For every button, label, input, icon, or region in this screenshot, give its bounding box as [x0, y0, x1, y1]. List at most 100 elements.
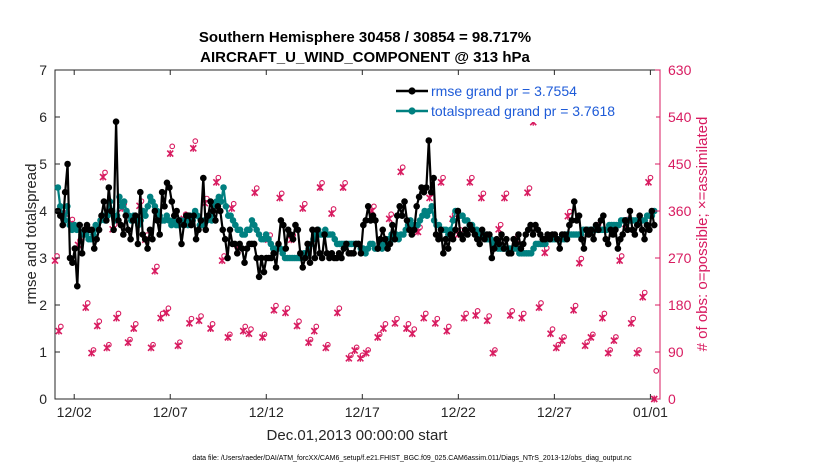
obs-assimilated-marker	[151, 267, 159, 275]
rmse-point	[646, 226, 653, 234]
obs-assimilated-marker	[304, 339, 313, 347]
rmse-point	[350, 250, 357, 257]
obs-assimilated-marker	[437, 178, 445, 186]
y2-tick-label: 90	[668, 344, 684, 360]
rmse-point	[512, 240, 520, 248]
obs-assimilated-marker	[333, 309, 341, 317]
rmse-point	[423, 184, 430, 191]
rmse-point	[563, 235, 571, 243]
rmse-point	[127, 235, 134, 243]
obs-assimilated-marker	[316, 183, 324, 192]
rmse-point	[149, 235, 156, 243]
obs-assimilated-marker	[212, 178, 220, 186]
rmse-point	[553, 235, 561, 243]
rmse-point	[221, 235, 229, 243]
obs-possible-marker	[192, 138, 199, 144]
rmse-point	[500, 245, 508, 252]
rmse-point	[202, 226, 210, 234]
obs-assimilated-marker	[345, 354, 353, 362]
obs-assimilated-marker	[385, 215, 393, 223]
rmse-point	[413, 203, 420, 210]
rmse-point	[226, 226, 234, 234]
obs-assimilated-marker	[541, 249, 549, 257]
rmse-point	[580, 245, 588, 252]
rmse-point	[175, 217, 183, 224]
obs-assimilated-marker	[93, 322, 101, 330]
x-tick-label: 12/12	[249, 404, 284, 420]
totalspread-point	[246, 226, 253, 234]
totalspread-point	[220, 184, 227, 191]
obs-assimilated-marker	[472, 311, 480, 320]
x-tick-label: 12/22	[441, 404, 476, 420]
x-tick-label: 12/27	[537, 404, 572, 420]
rmse-point	[362, 217, 370, 224]
rmse-point	[141, 235, 149, 243]
rmse-point	[570, 198, 578, 205]
obs-assimilated-marker	[523, 189, 532, 197]
obs-assimilated-marker	[604, 349, 612, 357]
rmse-point	[396, 203, 403, 210]
obs-assimilated-marker	[228, 204, 236, 212]
rmse-point	[641, 235, 648, 243]
rmse-point	[173, 207, 180, 215]
rmse-point	[612, 226, 619, 234]
y2-tick-label: 270	[668, 250, 692, 266]
y-tick-label: 4	[39, 203, 47, 219]
rmse-point	[507, 250, 515, 257]
rmse-point	[122, 212, 130, 219]
rmse-point	[556, 245, 563, 252]
legend-spread-marker	[408, 107, 416, 115]
rmse-point	[207, 198, 214, 205]
rmse-point	[197, 217, 205, 224]
obs-assimilated-marker	[495, 225, 503, 233]
rmse-point	[379, 226, 387, 234]
rmse-point	[76, 221, 83, 229]
x-tick-label: 12/02	[57, 404, 92, 420]
obs-assimilated-marker	[587, 333, 595, 341]
rmse-point	[427, 188, 435, 196]
rmse-point	[355, 240, 362, 248]
rmse-point	[444, 245, 452, 252]
y2-axis-label: # of obs: o=possible; ×=assimilated	[694, 117, 711, 352]
rmse-point	[529, 231, 537, 238]
rmse-point	[103, 217, 110, 224]
rmse-point	[190, 212, 197, 219]
obs-assimilated-marker	[506, 311, 514, 320]
obs-assimilated-marker	[362, 349, 370, 357]
rmse-point	[297, 250, 304, 257]
rmse-point	[437, 226, 445, 234]
rmse-point	[132, 212, 139, 219]
obs-assimilated-marker	[293, 322, 301, 330]
legend-box	[393, 80, 656, 122]
obs-assimilated-marker	[166, 149, 174, 158]
obs-assimilated-marker	[281, 309, 290, 317]
y2-tick-label: 450	[668, 156, 692, 172]
rmse-point	[648, 207, 656, 215]
rmse-point	[57, 212, 64, 219]
obs-assimilated-marker	[299, 204, 307, 212]
obs-assimilated-marker	[477, 194, 485, 202]
obs-assimilated-marker	[460, 314, 468, 322]
rmse-point	[124, 226, 132, 234]
rmse-point	[410, 226, 418, 234]
y-tick-label: 1	[39, 344, 47, 360]
obs-assimilated-marker	[322, 344, 330, 352]
rmse-point	[452, 226, 459, 234]
obs-assimilated-marker	[270, 306, 278, 314]
obs-assimilated-marker	[483, 317, 491, 325]
rmse-point	[401, 198, 408, 205]
rmse-point	[306, 259, 314, 267]
rmse-point	[459, 235, 467, 243]
rmse-point	[503, 235, 510, 243]
y2-tick-label: 630	[668, 62, 692, 78]
obs-assimilated-marker	[581, 342, 589, 350]
rmse-point	[100, 198, 108, 205]
obs-assimilated-marker	[610, 336, 618, 345]
rmse-point	[69, 259, 76, 267]
y2-tick-label: 0	[668, 391, 676, 407]
rmse-point	[250, 240, 258, 248]
rmse-point	[430, 174, 437, 182]
rmse-point	[289, 235, 297, 243]
obs-assimilated-marker	[443, 327, 451, 335]
rmse-point	[520, 240, 527, 248]
